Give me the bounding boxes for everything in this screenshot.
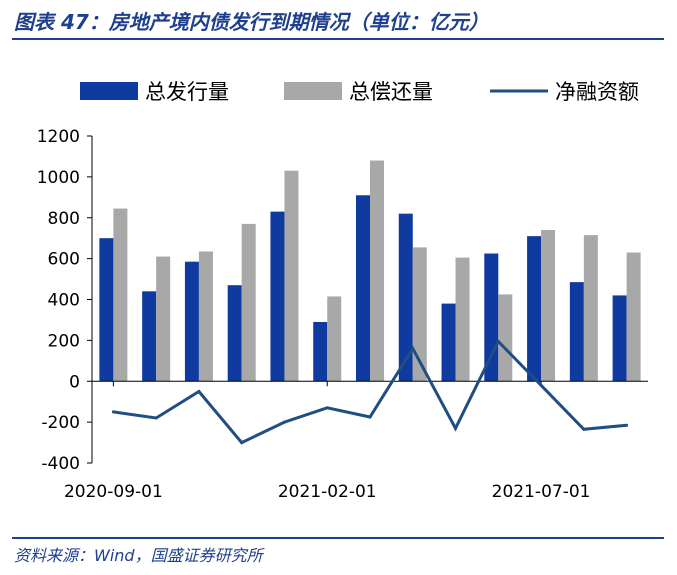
y-tick-label: 600 [48, 250, 80, 270]
net-financing-point [154, 416, 158, 420]
bar-issue [184, 261, 199, 382]
source-note: 资料来源：Wind，国盛证券研究所 [14, 546, 263, 565]
net-financing-point [411, 347, 415, 351]
legend-swatch-repay [284, 82, 342, 100]
legend-label-issue: 总发行量 [145, 80, 229, 104]
bar-issue [142, 291, 157, 382]
net-financing-point [496, 339, 500, 343]
net-financing-point [111, 410, 115, 414]
y-tick-label: 1200 [37, 127, 80, 147]
x-tick-label: 2021-07-01 [492, 482, 591, 502]
bar-repay [455, 257, 470, 382]
net-financing-point [454, 426, 458, 430]
y-tick-label: 400 [48, 291, 80, 311]
bar-repay [626, 252, 641, 382]
bar-repay [541, 230, 556, 382]
y-tick-label: 800 [48, 209, 80, 229]
bar-repay [284, 170, 299, 382]
net-financing-series [111, 338, 629, 445]
net-financing-point [240, 441, 244, 445]
x-tick-label: 2020-09-01 [64, 482, 163, 502]
bar-issue [569, 282, 584, 382]
bar-repay [327, 296, 342, 382]
net-financing-point [325, 406, 329, 410]
page-title: 图表 47：房地产境内债发行到期情况（单位：亿元） [14, 10, 489, 34]
net-financing-point [582, 427, 586, 431]
bar-issue [313, 321, 328, 382]
bar-repay [498, 294, 513, 382]
bar-repay [241, 223, 256, 382]
bar-repay [370, 160, 384, 382]
bar-issue [398, 213, 413, 382]
bar-issue [270, 211, 285, 382]
legend-label-repay: 总偿还量 [349, 80, 433, 104]
bar-repay [583, 235, 598, 382]
bar-issue [484, 253, 499, 382]
chart-legend: 总发行量 总偿还量 净融资额 [80, 80, 639, 104]
net-financing-point [539, 383, 543, 387]
bar-issue [227, 285, 242, 382]
source-divider [12, 537, 664, 539]
y-tick-label: 200 [48, 331, 80, 351]
bar-repay [198, 251, 213, 382]
bar-issue [99, 238, 114, 382]
bar-issue [612, 295, 627, 382]
net-financing-point [368, 415, 372, 419]
bar-issue [441, 303, 456, 382]
x-axis: 2020-09-01 2021-02-01 2021-07-01 [64, 380, 648, 502]
net-financing-point [197, 389, 201, 393]
net-financing-point [282, 420, 286, 424]
bar-repay [412, 247, 427, 382]
y-axis: -400 -200 0 200 400 600 800 1000 1200 [37, 127, 93, 474]
bar-series [99, 160, 641, 382]
x-tick-label: 2021-02-01 [278, 482, 377, 502]
y-tick-label: 0 [69, 372, 80, 392]
title-divider [12, 38, 664, 40]
y-tick-label: -400 [41, 454, 80, 474]
legend-swatch-issue [80, 82, 138, 100]
y-tick-label: 1000 [37, 168, 80, 188]
bar-issue [527, 236, 542, 382]
y-tick-label: -200 [41, 413, 80, 433]
legend-label-net: 净融资额 [555, 80, 639, 104]
bar-repay [113, 208, 128, 382]
net-financing-point [625, 423, 629, 427]
bar-repay [156, 256, 171, 382]
bar-issue [356, 195, 370, 382]
